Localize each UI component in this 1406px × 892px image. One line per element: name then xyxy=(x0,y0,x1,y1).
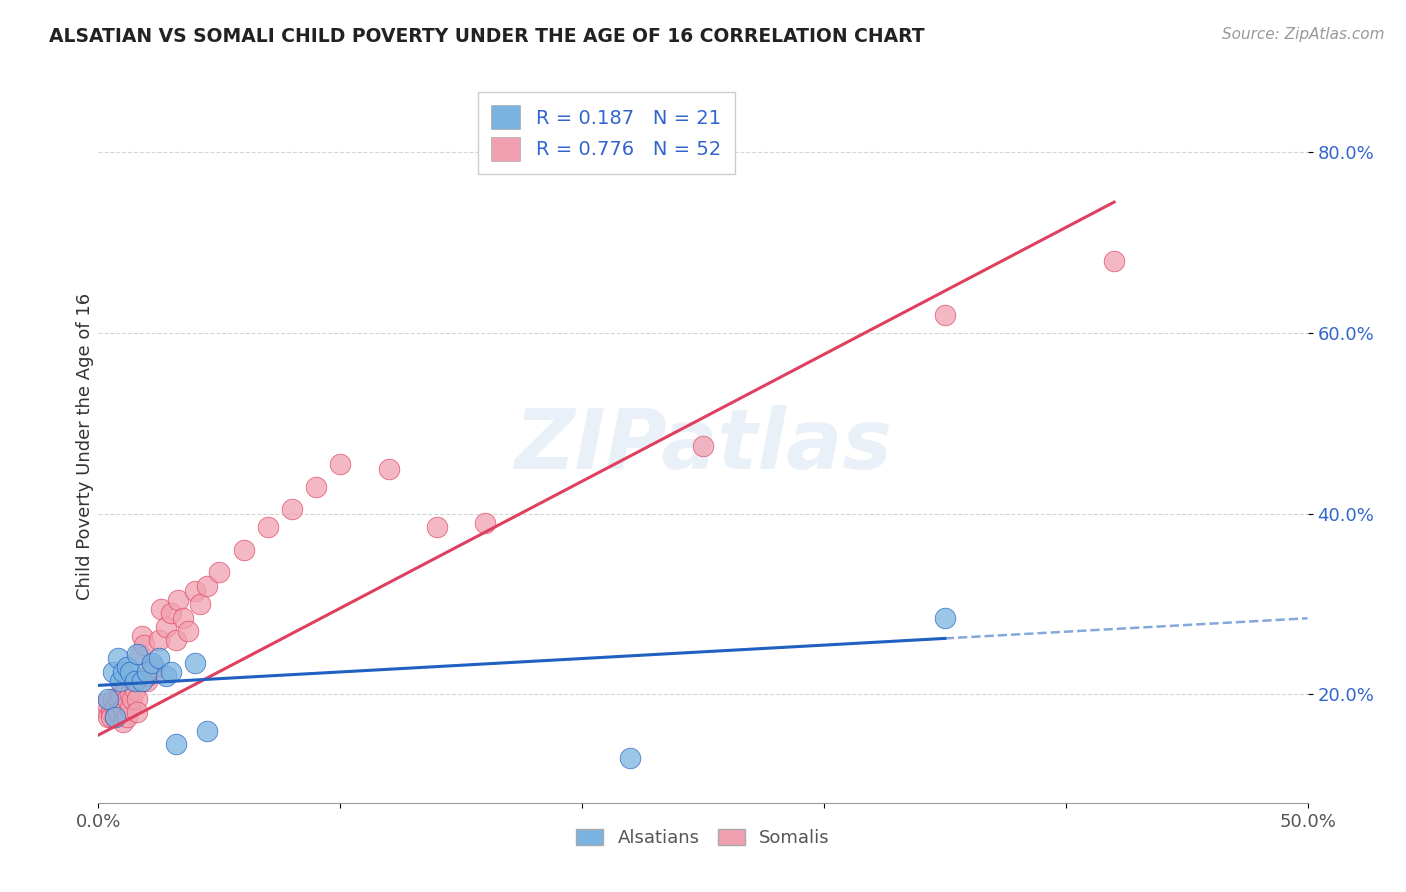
Point xyxy=(165,633,187,648)
Point xyxy=(135,665,157,679)
Point xyxy=(143,660,166,674)
Point xyxy=(165,737,187,751)
Point xyxy=(172,610,194,624)
Point xyxy=(94,697,117,711)
Point xyxy=(134,638,156,652)
Point xyxy=(184,583,207,598)
Point xyxy=(474,516,496,530)
Point xyxy=(107,692,129,706)
Point xyxy=(256,520,278,534)
Point xyxy=(127,647,149,661)
Point xyxy=(148,651,170,665)
Point xyxy=(426,520,449,534)
Point xyxy=(148,633,170,648)
Point xyxy=(329,457,352,471)
Point xyxy=(377,461,399,475)
Point xyxy=(121,692,143,706)
Point xyxy=(127,706,149,720)
Point xyxy=(160,665,183,679)
Point xyxy=(117,660,139,674)
Point xyxy=(97,692,120,706)
Point xyxy=(167,592,190,607)
Point xyxy=(118,701,141,715)
Point xyxy=(107,706,129,720)
Point xyxy=(160,606,183,620)
Point xyxy=(135,673,157,688)
Point xyxy=(177,624,200,639)
Point xyxy=(155,620,177,634)
Text: ZIPatlas: ZIPatlas xyxy=(515,406,891,486)
Point xyxy=(111,701,134,715)
Point xyxy=(692,439,714,453)
Point xyxy=(104,710,127,724)
Point xyxy=(934,308,956,322)
Point xyxy=(117,692,139,706)
Point xyxy=(100,706,122,720)
Point xyxy=(141,656,163,670)
Text: Source: ZipAtlas.com: Source: ZipAtlas.com xyxy=(1222,27,1385,42)
Legend: Alsatians, Somalis: Alsatians, Somalis xyxy=(569,822,837,855)
Point xyxy=(305,480,328,494)
Point xyxy=(111,665,134,679)
Point xyxy=(131,673,153,688)
Y-axis label: Child Poverty Under the Age of 16: Child Poverty Under the Age of 16 xyxy=(76,293,94,599)
Point xyxy=(619,750,641,764)
Point xyxy=(118,665,141,679)
Point xyxy=(118,687,141,701)
Point xyxy=(111,714,134,729)
Point xyxy=(108,687,131,701)
Point xyxy=(127,692,149,706)
Point xyxy=(104,701,127,715)
Point xyxy=(97,710,120,724)
Point xyxy=(101,665,124,679)
Point xyxy=(124,682,146,697)
Point xyxy=(124,673,146,688)
Point xyxy=(107,651,129,665)
Point xyxy=(101,692,124,706)
Point xyxy=(131,629,153,643)
Point xyxy=(128,647,150,661)
Point xyxy=(232,542,254,557)
Point xyxy=(135,669,157,683)
Point xyxy=(1102,253,1125,268)
Point xyxy=(195,579,218,593)
Point xyxy=(281,502,304,516)
Point xyxy=(100,710,122,724)
Point xyxy=(184,656,207,670)
Text: ALSATIAN VS SOMALI CHILD POVERTY UNDER THE AGE OF 16 CORRELATION CHART: ALSATIAN VS SOMALI CHILD POVERTY UNDER T… xyxy=(49,27,925,45)
Point xyxy=(91,701,114,715)
Point xyxy=(188,597,211,611)
Point xyxy=(934,610,956,624)
Point xyxy=(208,566,231,580)
Point xyxy=(155,669,177,683)
Point xyxy=(114,682,136,697)
Point xyxy=(117,710,139,724)
Point xyxy=(108,673,131,688)
Point xyxy=(141,665,163,679)
Point xyxy=(150,601,173,615)
Point xyxy=(104,710,127,724)
Point xyxy=(195,723,218,738)
